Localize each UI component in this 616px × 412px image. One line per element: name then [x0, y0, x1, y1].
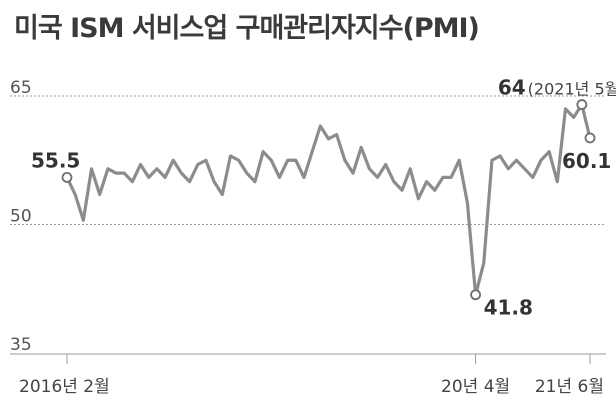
- x-tick-label-2: 21년 6월: [535, 377, 604, 397]
- data-point: [196, 163, 199, 166]
- highlight-marker-2021-05: [576, 99, 588, 110]
- data-point: [507, 167, 510, 171]
- highlight-marker-2020-04: [470, 289, 481, 301]
- data-point: [547, 150, 551, 153]
- data-point: [458, 159, 461, 162]
- data-point: [212, 180, 216, 183]
- data-point: [90, 167, 93, 171]
- highlight-marker-2016-02: [61, 171, 73, 183]
- line-layer: [61, 99, 596, 301]
- data-point: [294, 159, 298, 162]
- data-point: [245, 171, 248, 175]
- data-point: [131, 180, 134, 183]
- data-point: [400, 189, 404, 192]
- data-point: [433, 189, 436, 192]
- data-point: [188, 180, 191, 183]
- data-point: [556, 180, 559, 183]
- highlight-marker-2021-06: [584, 132, 596, 144]
- data-point: [278, 176, 281, 179]
- data-label-2021-06: 60.1: [562, 149, 611, 173]
- data-label-note: (2021년 5월): [528, 80, 616, 99]
- y-tick-label-35: 35: [10, 335, 32, 355]
- data-point: [359, 146, 363, 149]
- y-tick-label-50: 50: [10, 207, 32, 227]
- data-point: [564, 107, 567, 111]
- data-point: [425, 180, 428, 183]
- data-point: [204, 159, 208, 162]
- data-label-2020-04: 41.8: [484, 296, 533, 320]
- data-point: [221, 193, 224, 196]
- data-point: [319, 124, 322, 128]
- axis-layer: [10, 353, 606, 364]
- data-point: [172, 159, 175, 162]
- data-point: [270, 159, 273, 162]
- data-point: [163, 176, 167, 179]
- data-point: [229, 154, 232, 158]
- data-point: [180, 171, 183, 175]
- data-point: [302, 176, 306, 179]
- data-point: [515, 159, 518, 162]
- data-point: [539, 159, 543, 162]
- data-point: [73, 193, 77, 196]
- data-point: [155, 167, 159, 171]
- data-point: [409, 167, 412, 171]
- data-point: [139, 163, 142, 166]
- data-point: [106, 167, 110, 171]
- data-point: [531, 176, 534, 179]
- data-point: [482, 261, 485, 265]
- data-point: [523, 167, 526, 171]
- data-point: [343, 159, 347, 162]
- data-point: [98, 193, 101, 196]
- data-point: [147, 176, 150, 179]
- data-point: [392, 180, 396, 183]
- chart-title: 미국 ISM 서비스업 구매관리자지수(PMI): [14, 13, 480, 44]
- data-point: [376, 176, 379, 179]
- data-point: [417, 197, 420, 200]
- data-label-2021-05: 64 (2021년 5월): [498, 76, 616, 100]
- data-point: [286, 159, 289, 162]
- data-point: [498, 154, 502, 158]
- data-point: [449, 176, 453, 179]
- data-point: [261, 150, 265, 153]
- data-point: [466, 201, 469, 205]
- data-point: [123, 171, 126, 175]
- grid-layer: [10, 95, 606, 225]
- x-tick-label-1: 20년 4월: [441, 377, 510, 397]
- data-point: [441, 176, 445, 179]
- y-tick-label-65: 65: [10, 78, 32, 98]
- data-point: [572, 116, 575, 119]
- data-point: [490, 159, 494, 162]
- data-label-2016-02: 55.5: [31, 148, 80, 172]
- data-point: [384, 163, 387, 166]
- data-point: [82, 219, 85, 222]
- data-point: [368, 167, 371, 171]
- data-point: [327, 137, 330, 141]
- data-point: [114, 171, 118, 175]
- data-point: [310, 150, 314, 153]
- x-tick-label-0: 2016년 2월: [19, 377, 110, 397]
- pmi-series-line: [65, 102, 592, 297]
- data-point: [253, 180, 257, 183]
- data-point: [351, 171, 355, 175]
- data-point: [335, 133, 338, 136]
- data-point: [237, 159, 240, 162]
- label-layer: 65 50 35 2016년 2월 20년 4월 21년 6월 55.5 41.8 64 (202…: [10, 76, 616, 397]
